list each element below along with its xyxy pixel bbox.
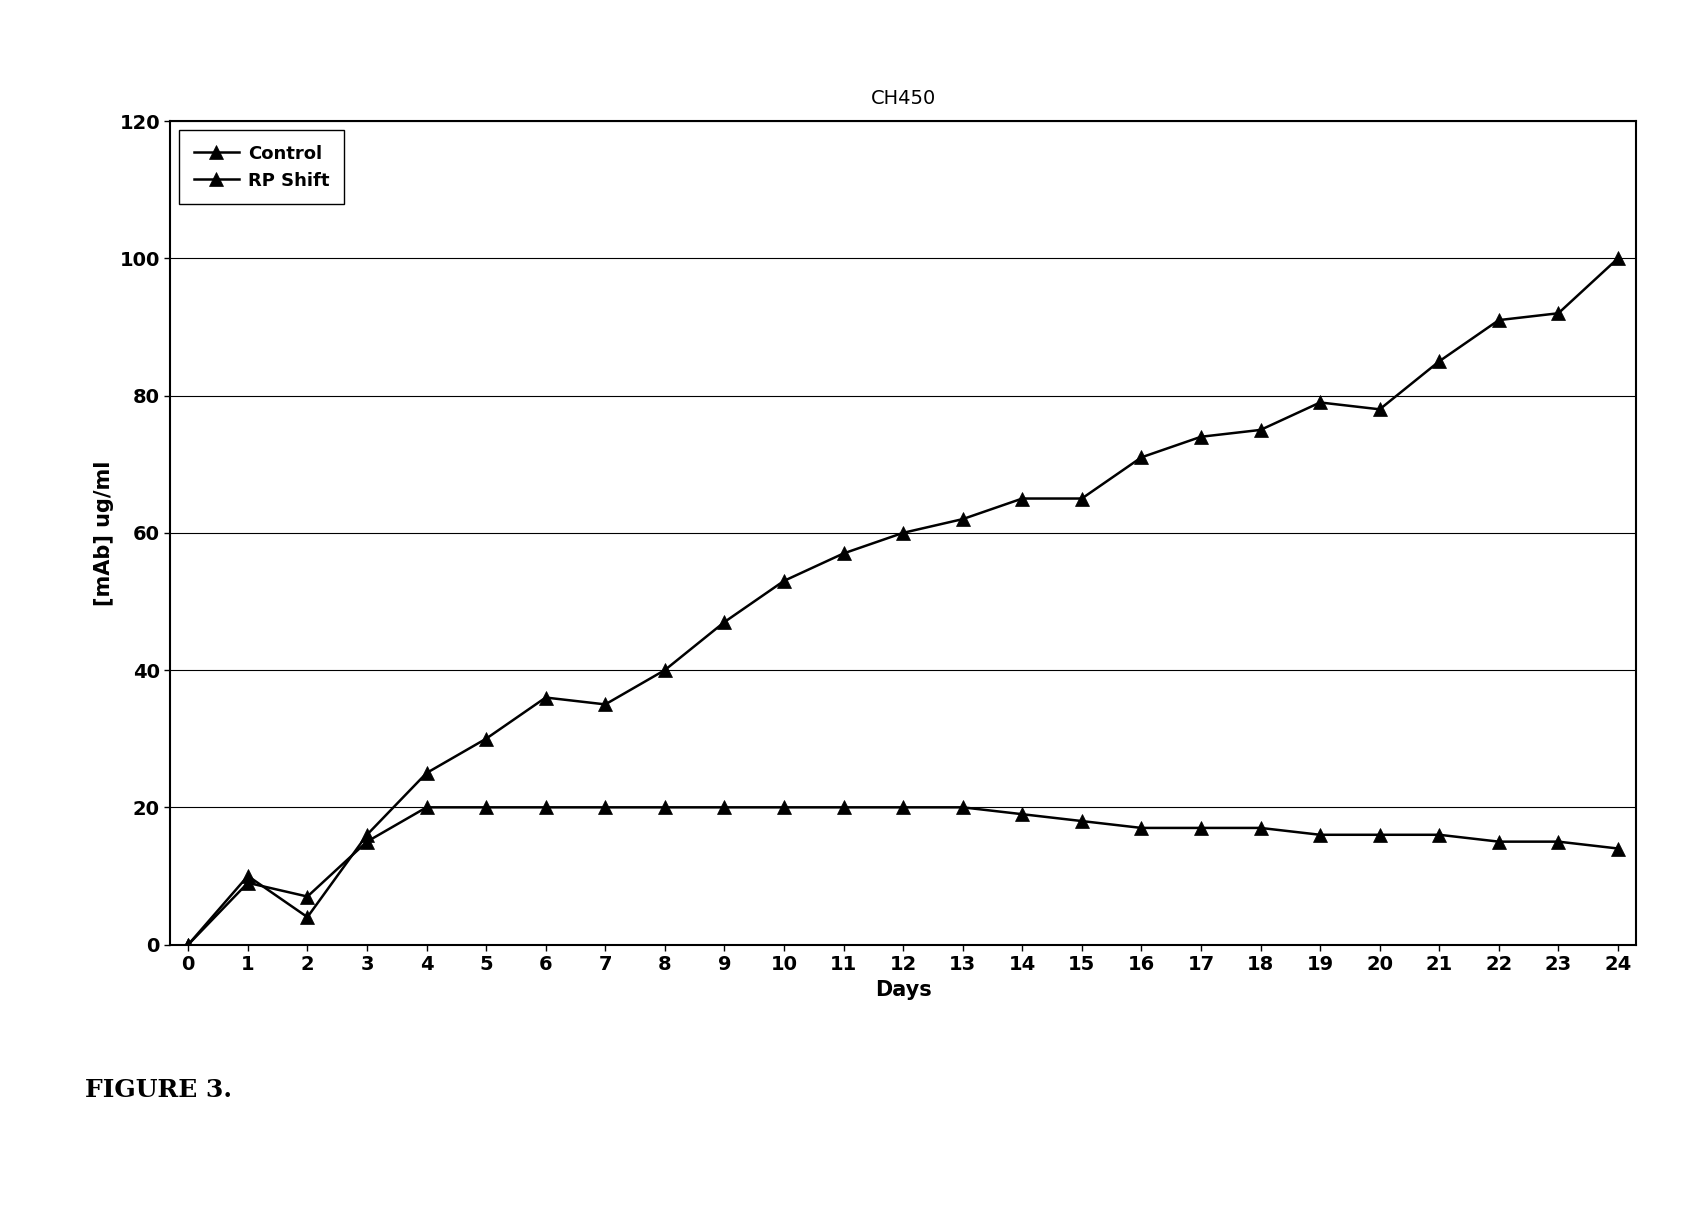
Control xyxy=(1251,821,1271,836)
RP Shift xyxy=(475,731,496,746)
RP Shift xyxy=(1251,423,1271,437)
RP Shift xyxy=(1549,306,1569,321)
RP Shift xyxy=(1191,430,1212,444)
Control xyxy=(296,889,317,903)
Control xyxy=(595,800,615,815)
Control xyxy=(953,800,973,815)
Legend: Control, RP Shift: Control, RP Shift xyxy=(179,130,344,203)
RP Shift xyxy=(416,765,436,780)
Control xyxy=(237,876,257,890)
Control xyxy=(654,800,675,815)
RP Shift xyxy=(1131,450,1152,465)
Control xyxy=(1131,821,1152,836)
RP Shift xyxy=(1609,251,1629,265)
RP Shift xyxy=(654,662,675,677)
RP Shift xyxy=(296,909,317,924)
Control xyxy=(1549,834,1569,849)
RP Shift xyxy=(1430,354,1450,368)
Y-axis label: [mAb] ug/ml: [mAb] ug/ml xyxy=(94,460,114,606)
RP Shift xyxy=(1012,492,1033,506)
Line: Control: Control xyxy=(181,800,1626,952)
Title: CH450: CH450 xyxy=(871,90,935,109)
Control xyxy=(1609,842,1629,856)
Text: FIGURE 3.: FIGURE 3. xyxy=(85,1078,232,1102)
RP Shift xyxy=(1370,402,1390,417)
X-axis label: Days: Days xyxy=(874,980,932,999)
Control xyxy=(535,800,556,815)
Control xyxy=(893,800,913,815)
Control xyxy=(1012,807,1033,821)
RP Shift xyxy=(1489,312,1510,327)
Control xyxy=(1430,827,1450,842)
RP Shift xyxy=(1072,492,1092,506)
Line: RP Shift: RP Shift xyxy=(181,252,1626,952)
RP Shift xyxy=(177,937,198,952)
RP Shift xyxy=(714,615,734,630)
RP Shift xyxy=(237,868,257,883)
Control xyxy=(1489,834,1510,849)
Control xyxy=(177,937,198,952)
RP Shift xyxy=(774,574,794,589)
Control xyxy=(475,800,496,815)
Control xyxy=(1072,814,1092,828)
RP Shift xyxy=(953,512,973,527)
RP Shift xyxy=(833,546,854,561)
Control xyxy=(1310,827,1331,842)
Control xyxy=(774,800,794,815)
Control xyxy=(833,800,854,815)
Control xyxy=(1370,827,1390,842)
RP Shift xyxy=(535,690,556,705)
Control xyxy=(714,800,734,815)
RP Shift xyxy=(356,827,377,842)
RP Shift xyxy=(1310,395,1331,409)
Control xyxy=(1191,821,1212,836)
Control xyxy=(356,834,377,849)
RP Shift xyxy=(595,698,615,712)
Control xyxy=(416,800,436,815)
RP Shift xyxy=(893,526,913,540)
